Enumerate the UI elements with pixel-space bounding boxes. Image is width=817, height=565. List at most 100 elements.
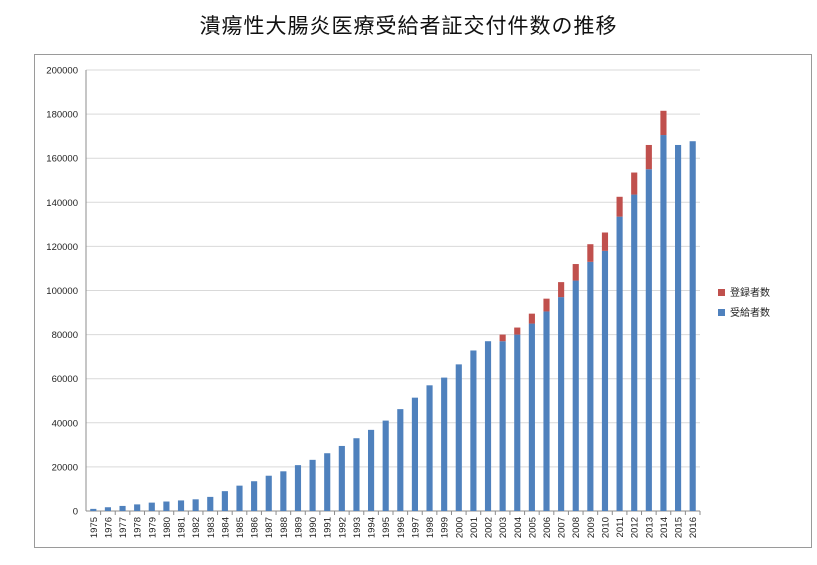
bar-recipients [558, 297, 565, 511]
bar-recipients [426, 385, 433, 511]
bar-recipients [514, 334, 521, 511]
bar-recipients [675, 144, 682, 511]
x-tick-label: 1991 [323, 517, 334, 538]
x-tick-label: 1993 [352, 517, 363, 538]
bar-recipients [645, 169, 652, 511]
x-tick-label: 2001 [469, 517, 480, 538]
x-tick-label: 1987 [264, 517, 275, 538]
bar-registered [631, 172, 638, 195]
x-tick-label: 2012 [630, 517, 641, 538]
x-tick-label: 1998 [425, 517, 436, 538]
bar-recipients [572, 280, 579, 511]
x-tick-label: 1983 [206, 517, 217, 538]
bar-recipients [163, 501, 170, 511]
bar-recipients [251, 481, 258, 511]
x-tick-label: 2015 [674, 517, 685, 538]
x-tick-label: 1988 [279, 517, 290, 538]
bar-recipients [221, 491, 228, 511]
y-tick-label: 160000 [46, 154, 78, 165]
x-tick-label: 2008 [571, 517, 582, 538]
bar-recipients [280, 471, 287, 511]
bar-recipients [90, 508, 97, 511]
x-tick-label: 1996 [396, 517, 407, 538]
bar-registered [601, 232, 609, 251]
x-tick-label: 1980 [162, 517, 173, 538]
bar-recipients [616, 216, 623, 511]
bar-registered [558, 282, 565, 298]
bar-recipients [192, 499, 199, 511]
x-tick-label: 2009 [586, 517, 597, 538]
y-tick-label: 140000 [46, 198, 78, 209]
x-tick-label: 1976 [103, 517, 114, 538]
chart-frame [34, 54, 812, 548]
bar-registered [514, 327, 521, 335]
bar-recipients [104, 507, 111, 511]
x-tick-label: 2007 [557, 517, 568, 538]
bar-recipients [601, 250, 609, 511]
chart-title: 潰瘍性大腸炎医療受給者証交付件数の推移 [199, 14, 618, 38]
bar-recipients [353, 438, 360, 511]
bar-recipients [368, 429, 375, 511]
bar-recipients [528, 323, 535, 511]
bar-registered [660, 110, 667, 136]
bar-registered [499, 334, 506, 342]
x-tick-label: 2011 [615, 517, 626, 537]
bar-registered [528, 313, 535, 324]
y-tick-label: 180000 [46, 110, 78, 121]
x-tick-label: 2004 [513, 517, 524, 538]
y-tick-label: 200000 [46, 66, 78, 77]
x-tick-label: 2010 [600, 517, 611, 538]
x-tick-label: 1982 [191, 517, 202, 538]
y-tick-label: 100000 [46, 286, 78, 297]
x-tick-label: 2002 [484, 517, 495, 538]
bar-recipients [338, 445, 345, 511]
x-tick-label: 1981 [177, 517, 188, 538]
x-tick-label: 1999 [440, 517, 451, 538]
x-tick-label: 1986 [250, 517, 261, 538]
x-tick-label: 2014 [659, 517, 670, 538]
x-tick-label: 1975 [89, 517, 100, 538]
legend-swatch [718, 309, 725, 316]
x-tick-label: 1979 [147, 517, 158, 538]
bar-recipients [382, 420, 389, 511]
bar-recipients [631, 194, 638, 511]
bar-recipients [265, 475, 272, 511]
x-tick-label: 1984 [220, 517, 231, 538]
bar-registered [572, 264, 579, 281]
bar-recipients [294, 465, 302, 511]
legend-swatch [718, 289, 725, 296]
bar-recipients [134, 504, 141, 511]
x-tick-label: 1990 [308, 517, 319, 538]
bar-recipients [470, 350, 477, 511]
x-tick-label: 2005 [527, 517, 538, 538]
bar-registered [645, 144, 652, 170]
x-tick-label: 2013 [644, 517, 655, 538]
bar-recipients [441, 377, 448, 511]
bar-recipients [236, 485, 243, 511]
x-tick-label: 1997 [410, 517, 421, 538]
bar-recipients [499, 341, 506, 511]
bar-recipients [309, 459, 316, 511]
bar-recipients [484, 341, 492, 511]
bar-recipients [397, 409, 404, 511]
bar-registered [616, 196, 623, 217]
x-tick-label: 1994 [367, 517, 378, 538]
y-tick-label: 60000 [52, 374, 78, 385]
bar-recipients [119, 505, 126, 511]
bar-recipients [324, 453, 331, 511]
bar-recipients [177, 500, 185, 511]
y-tick-label: 80000 [52, 330, 78, 341]
bar-registered [543, 298, 550, 312]
y-tick-label: 40000 [52, 418, 78, 429]
x-tick-label: 1995 [381, 517, 392, 538]
y-tick-label: 120000 [46, 242, 78, 253]
bar-recipients [455, 364, 462, 511]
bar-registered [587, 244, 594, 262]
bar-recipients [411, 397, 418, 511]
y-tick-label: 0 [73, 507, 78, 518]
bar-recipients [148, 502, 155, 511]
bar-recipients [207, 496, 214, 511]
bar-recipients [689, 141, 696, 511]
y-tick-label: 20000 [52, 462, 78, 473]
